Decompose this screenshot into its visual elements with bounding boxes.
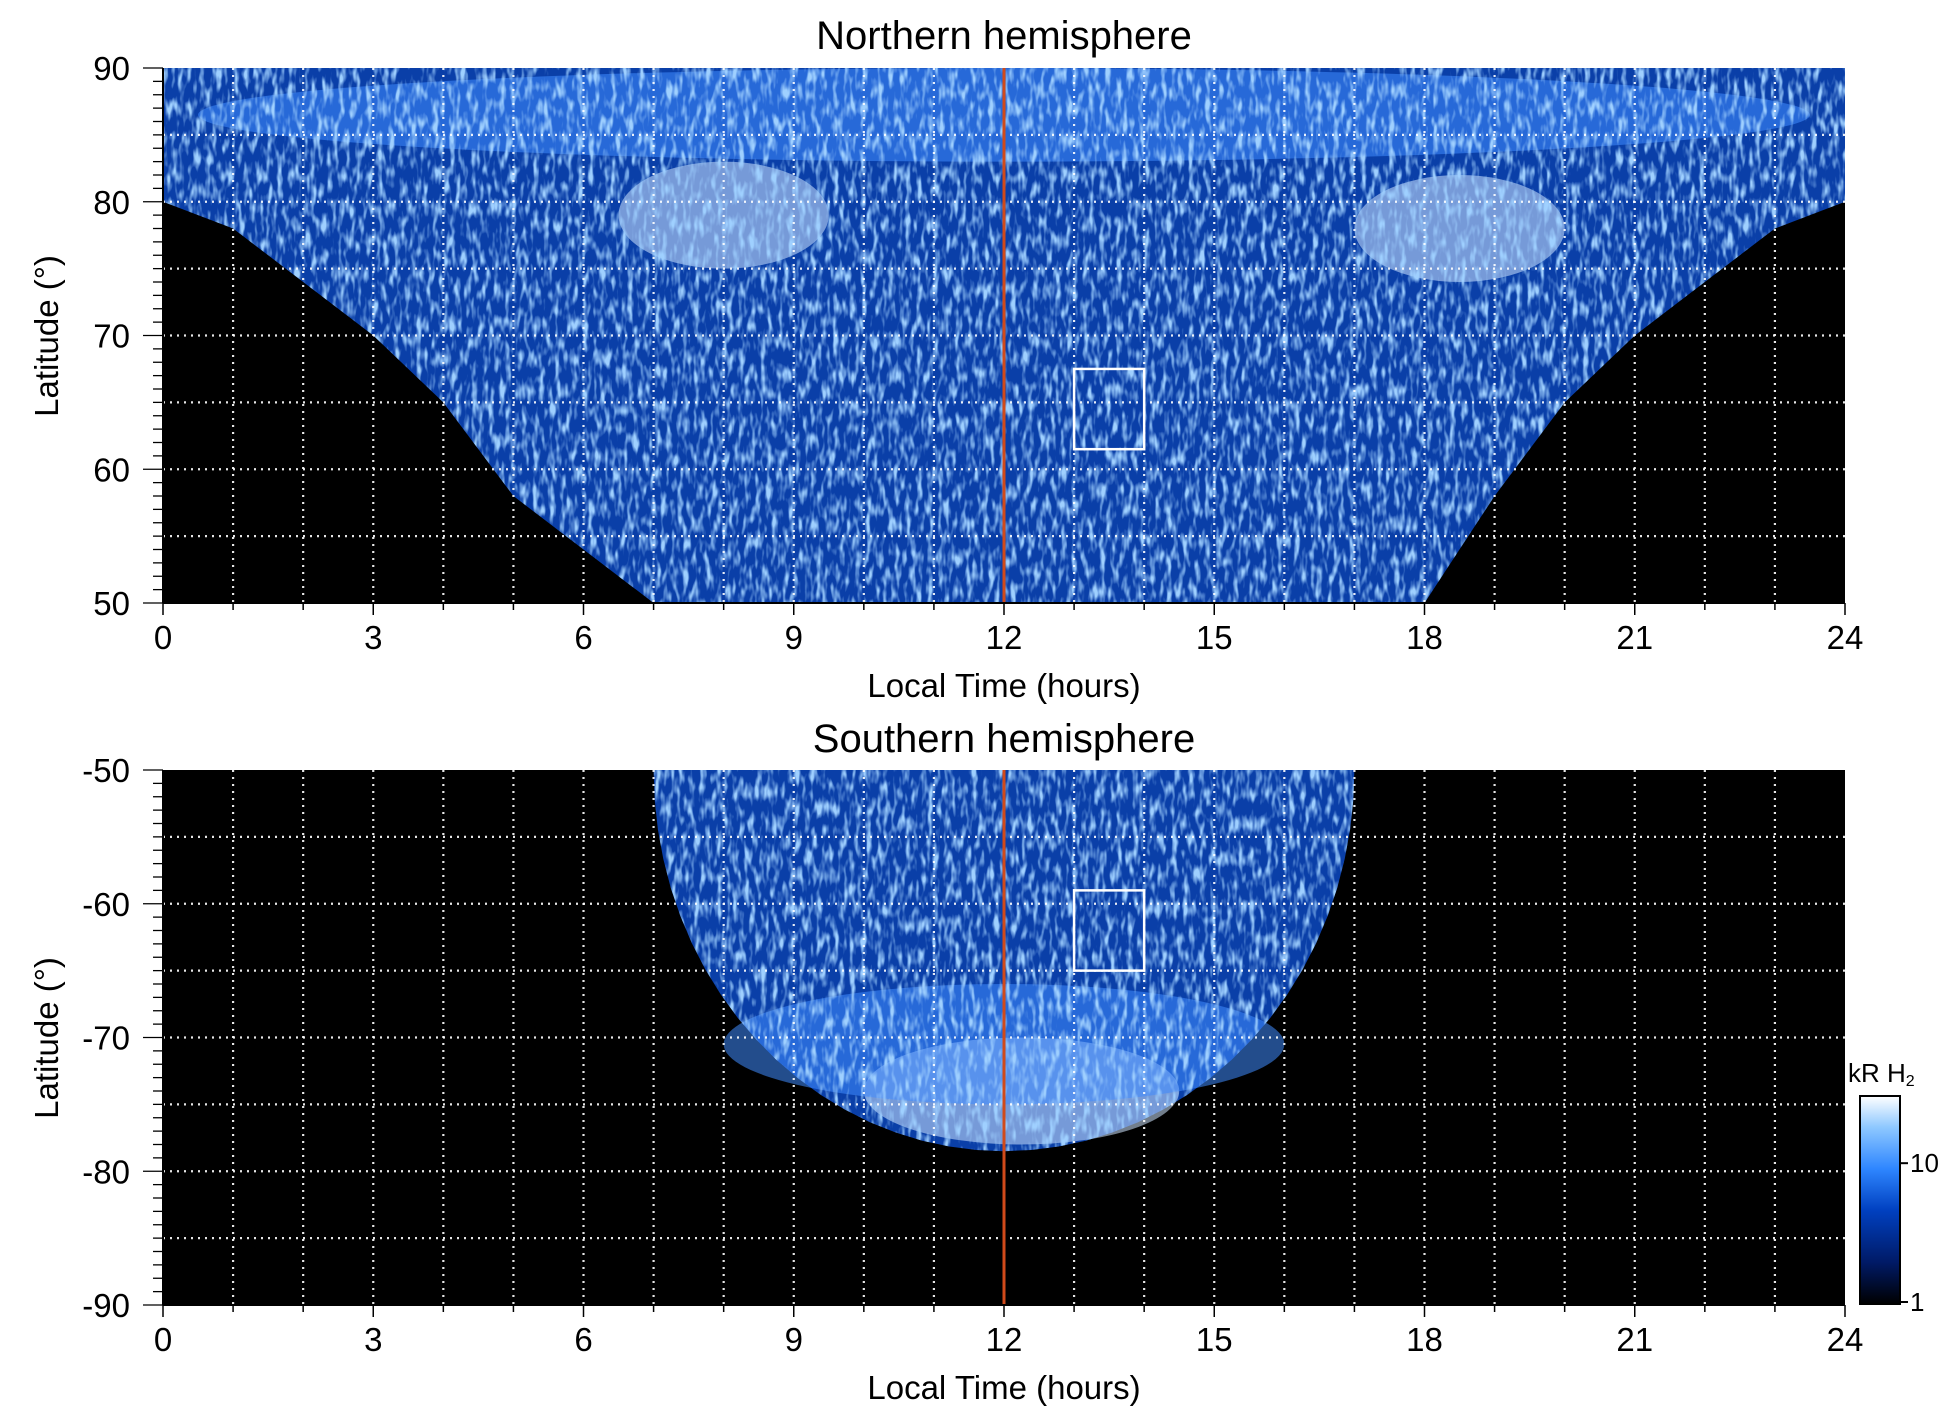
south-x-tick-label: 15 — [1196, 1321, 1233, 1358]
south-x-tick-label: 6 — [574, 1321, 592, 1358]
south-panel: Southern hemisphere 0 3 6 9 12 15 18 21 24 -90 -80… — [28, 717, 1863, 1406]
south-y-tick-label: -50 — [82, 752, 130, 789]
north-x-tick-label: 3 — [364, 619, 382, 656]
south-y-tick-label: -70 — [82, 1020, 130, 1057]
south-x-tick-label: 0 — [154, 1321, 172, 1358]
colorbar-tick-label: 10 — [1910, 1148, 1939, 1178]
south-box — [1072, 889, 1146, 972]
north-y-tick-label: 60 — [93, 451, 130, 488]
north-axes: 0 3 6 9 12 15 18 21 24 50 60 70 80 90 — [93, 50, 1863, 656]
north-x-tick-label: 6 — [574, 619, 592, 656]
colorbar-unit-label: kR H2 — [1848, 1058, 1915, 1090]
north-x-tick-label: 0 — [154, 619, 172, 656]
north-x-tick-label: 12 — [986, 619, 1023, 656]
south-x-tick-label: 21 — [1616, 1321, 1653, 1358]
south-y-tick-label: -80 — [82, 1153, 130, 1190]
colorbar-gradient — [1859, 1095, 1901, 1305]
north-y-tick-label: 50 — [93, 585, 130, 622]
north-y-tick-label: 90 — [93, 50, 130, 87]
south-y-tick-label: -60 — [82, 886, 130, 923]
north-y-tick-label: 70 — [93, 318, 130, 355]
south-x-tick-label: 12 — [986, 1321, 1023, 1358]
north-x-tick-label: 9 — [785, 619, 803, 656]
north-y-tick-label: 80 — [93, 184, 130, 221]
south-x-tick-label: 18 — [1406, 1321, 1443, 1358]
south-xlabel: Local Time (hours) — [867, 1369, 1140, 1406]
colorbar-ticks: 1 10 — [1900, 1148, 1939, 1317]
north-xlabel: Local Time (hours) — [867, 667, 1140, 704]
south-x-tick-label: 3 — [364, 1321, 382, 1358]
colorbar-tick-label: 1 — [1910, 1287, 1924, 1317]
south-y-tick-label: -90 — [82, 1287, 130, 1324]
north-title: Northern hemisphere — [816, 14, 1192, 58]
north-x-tick-label: 18 — [1406, 619, 1443, 656]
south-ylabel: Latitude (°) — [28, 957, 65, 1119]
south-x-tick-label: 24 — [1827, 1321, 1864, 1358]
north-box — [1072, 367, 1146, 451]
north-x-tick-label: 15 — [1196, 619, 1233, 656]
north-panel: Northern hemisphere 0 3 6 9 12 15 18 21 24 50 60 70… — [28, 14, 1863, 704]
north-ylabel: Latitude (°) — [28, 255, 65, 417]
north-x-tick-label: 21 — [1616, 619, 1653, 656]
colorbar: kR H2 1 10 — [1848, 1058, 1939, 1317]
south-axes: 0 3 6 9 12 15 18 21 24 -90 -80 -70 -60 -50 — [82, 752, 1863, 1358]
south-x-tick-label: 9 — [785, 1321, 803, 1358]
south-title: Southern hemisphere — [813, 717, 1195, 761]
north-x-tick-label: 24 — [1827, 619, 1864, 656]
